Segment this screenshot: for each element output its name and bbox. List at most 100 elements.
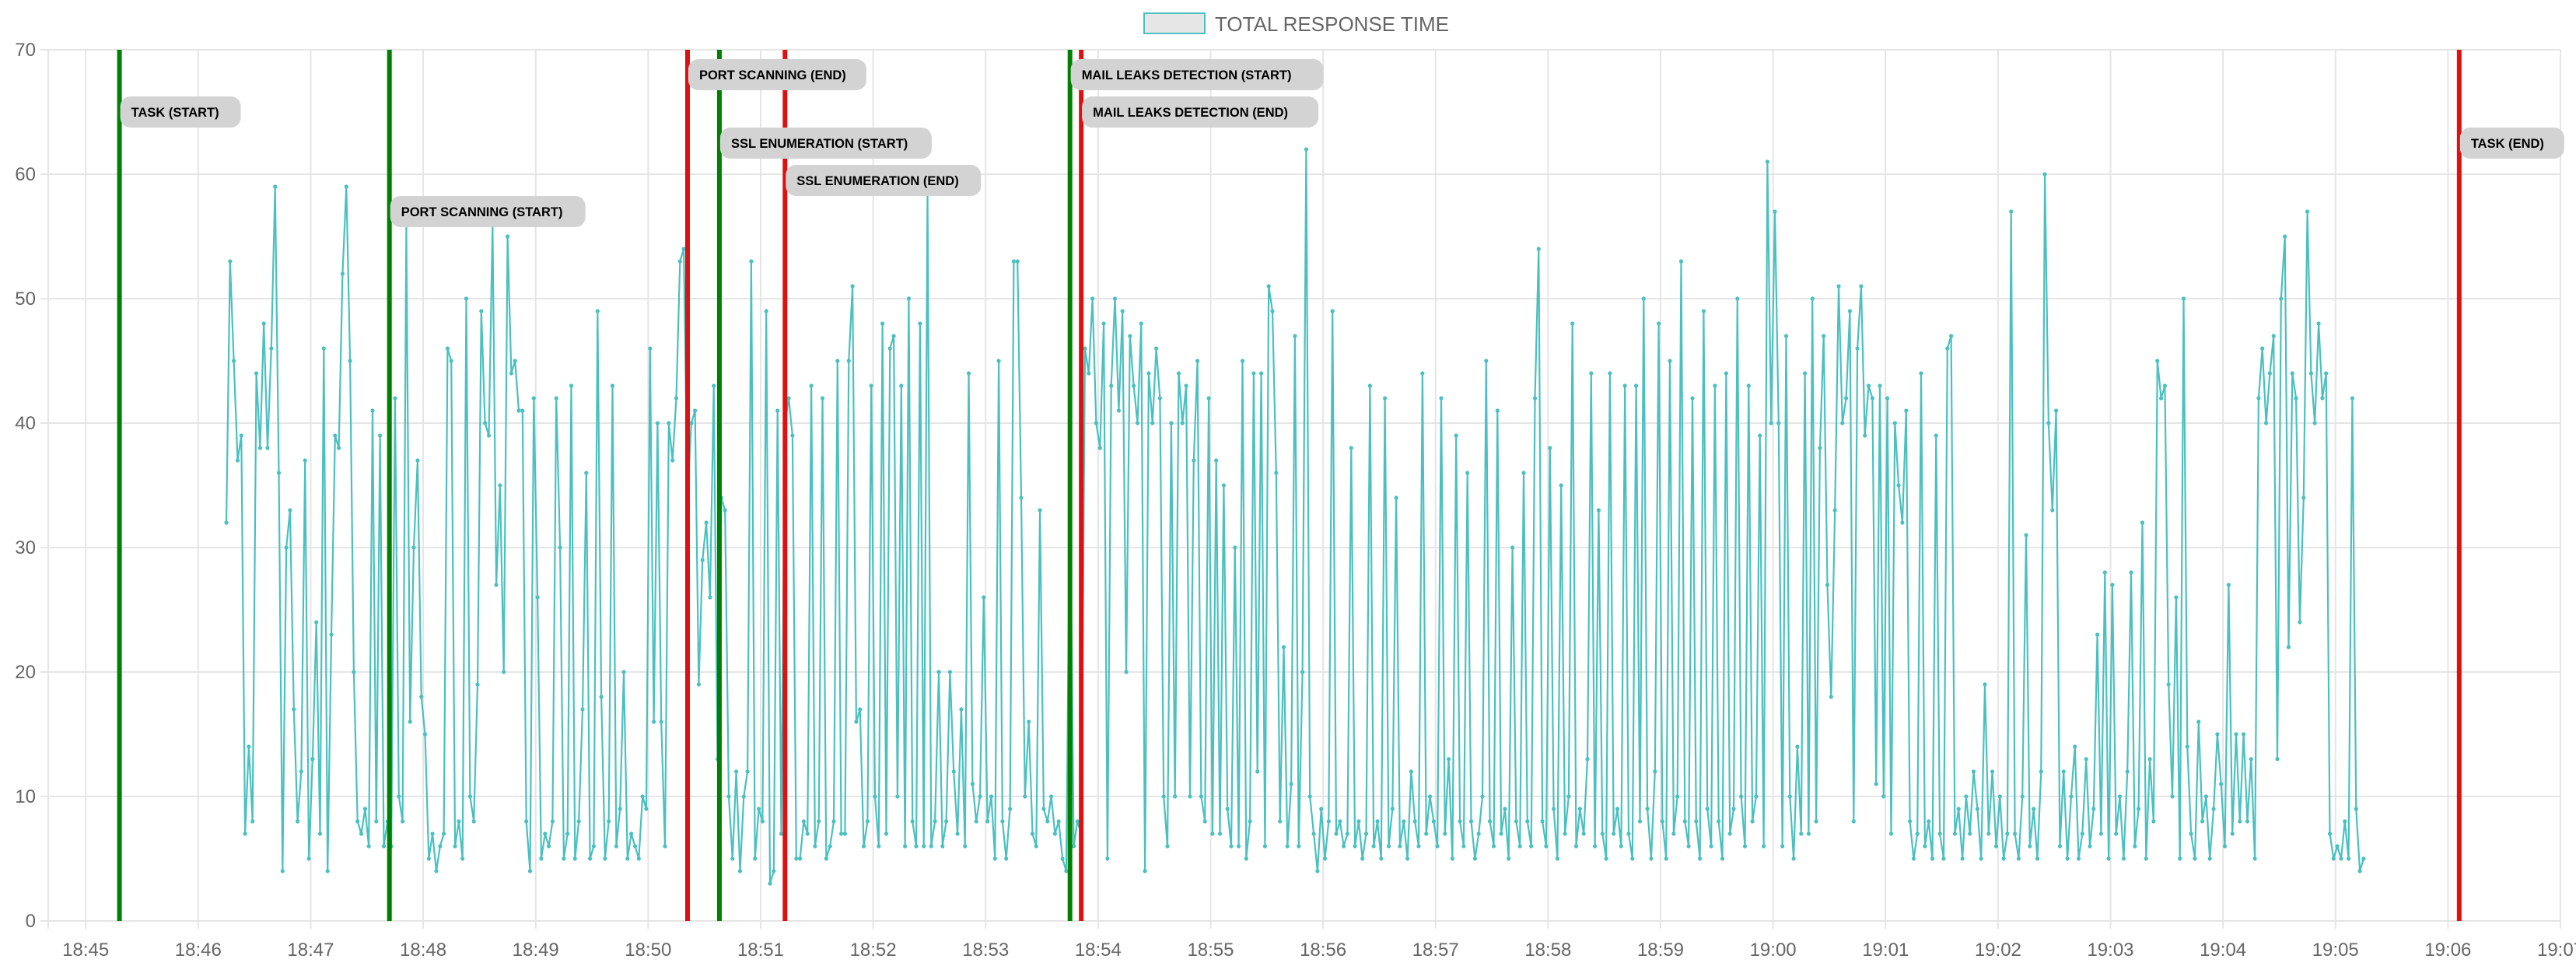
data-point <box>835 359 840 363</box>
data-point <box>1675 794 1680 799</box>
data-point <box>2320 396 2325 401</box>
data-point <box>453 844 457 849</box>
data-point <box>475 682 480 687</box>
data-point <box>1094 421 1098 425</box>
data-point <box>1150 421 1155 425</box>
data-point <box>2016 856 2021 861</box>
data-point <box>1390 807 1395 811</box>
data-point <box>805 831 810 836</box>
data-point <box>779 831 784 836</box>
data-point <box>1945 346 1950 351</box>
data-point <box>2252 856 2257 861</box>
data-point <box>1908 819 1913 824</box>
data-point <box>1409 769 1413 774</box>
data-point <box>1349 446 1353 450</box>
data-point <box>1176 371 1181 376</box>
data-point <box>317 831 323 836</box>
data-point <box>1101 321 1106 326</box>
data-point <box>891 334 896 338</box>
data-point <box>2275 757 2280 761</box>
data-point <box>1555 856 1559 861</box>
data-point <box>1326 819 1331 824</box>
data-point <box>2162 383 2167 388</box>
data-point <box>737 869 743 873</box>
data-point <box>254 371 259 376</box>
data-point <box>284 545 289 550</box>
data-point <box>520 408 525 413</box>
data-point <box>2324 371 2329 376</box>
x-tick-label: 19:00 <box>1750 940 1797 961</box>
data-point <box>1709 844 1713 849</box>
data-point <box>2200 819 2205 824</box>
data-point <box>2211 807 2216 811</box>
data-point <box>1762 844 1766 849</box>
data-point <box>2226 583 2231 587</box>
data-point <box>854 719 859 724</box>
data-point <box>588 856 593 861</box>
data-point <box>340 271 345 276</box>
data-point <box>2106 856 2111 861</box>
data-point <box>689 421 694 425</box>
data-point <box>1806 831 1811 836</box>
legend-swatch[interactable] <box>1143 12 1206 34</box>
data-point <box>1165 844 1170 849</box>
data-point <box>1304 147 1308 152</box>
data-point <box>1071 844 1076 849</box>
data-point <box>378 433 383 438</box>
data-point <box>1383 396 1388 401</box>
data-point <box>1052 831 1057 836</box>
data-point <box>1896 483 1901 488</box>
data-point <box>1465 471 1470 475</box>
x-tick-label: 19:01 <box>1862 940 1909 961</box>
data-point <box>569 383 574 388</box>
data-point <box>2098 831 2103 836</box>
data-point <box>1112 296 1118 301</box>
data-point <box>1105 856 1110 861</box>
data-point <box>775 408 780 413</box>
data-point <box>677 259 682 264</box>
data-point <box>1056 819 1061 824</box>
data-point <box>299 769 303 774</box>
data-point <box>1248 819 1252 824</box>
data-point <box>2279 296 2284 301</box>
data-point <box>1307 794 1312 799</box>
data-point <box>794 856 799 861</box>
data-point <box>828 844 832 849</box>
data-point <box>760 819 765 824</box>
data-point <box>1956 807 1961 811</box>
data-point <box>1011 259 1016 264</box>
data-point <box>1735 296 1740 301</box>
data-point <box>543 831 548 836</box>
data-point <box>1634 383 1639 388</box>
data-point <box>2005 831 2010 836</box>
data-point <box>1657 321 1661 326</box>
data-point <box>2084 757 2088 761</box>
data-point <box>467 794 473 799</box>
data-point <box>1952 831 1957 836</box>
data-point <box>243 831 247 836</box>
x-tick-label: 18:52 <box>850 940 897 961</box>
data-point <box>1517 844 1522 849</box>
legend[interactable]: TOTAL RESPONSE TIME <box>1143 12 1449 36</box>
data-point <box>1161 794 1166 799</box>
data-point <box>1293 334 1297 338</box>
data-point <box>1750 819 1755 824</box>
data-point <box>1919 371 1923 376</box>
data-point <box>1090 296 1095 301</box>
data-point <box>1822 334 1826 338</box>
data-point <box>640 794 645 799</box>
legend-label[interactable]: TOTAL RESPONSE TIME <box>1215 12 1449 36</box>
data-point <box>607 819 611 824</box>
data-point <box>667 421 671 425</box>
data-point <box>914 844 919 849</box>
data-point <box>1188 794 1192 799</box>
annotation-label: PORT SCANNING (START) <box>401 205 563 219</box>
data-point <box>314 620 319 625</box>
data-point <box>1645 807 1650 811</box>
data-point <box>333 433 338 438</box>
data-point <box>2057 844 2062 849</box>
data-point <box>1274 471 1279 475</box>
data-point <box>1431 819 1436 824</box>
data-point <box>502 670 506 674</box>
data-point <box>1266 284 1271 289</box>
